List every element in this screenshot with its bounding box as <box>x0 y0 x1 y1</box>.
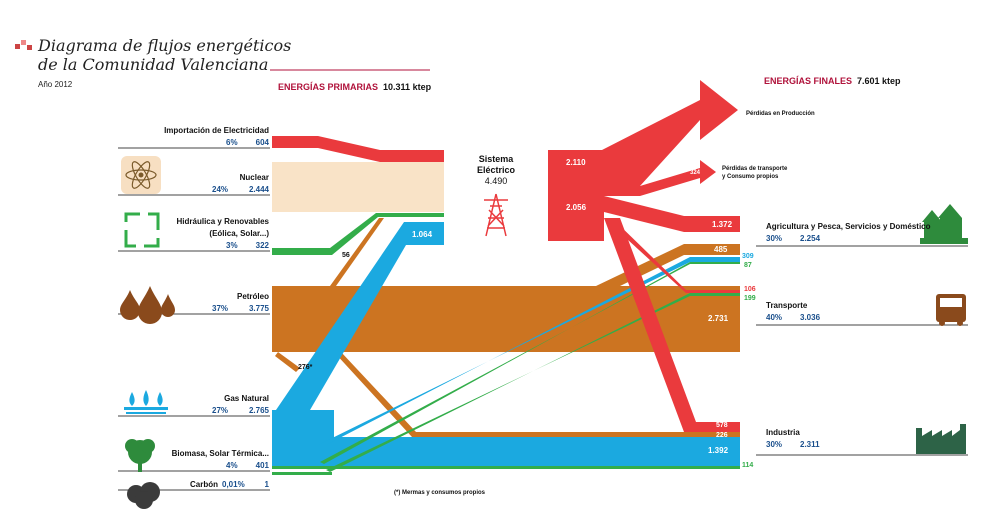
renew-to-electric <box>272 213 444 255</box>
power-tower-icon <box>484 193 508 237</box>
factory-icon <box>916 424 966 454</box>
source-petroleo-value: 3.775 <box>248 304 269 313</box>
tree-icon <box>125 439 155 472</box>
source-importacion-name: Importación de Electricidad <box>164 126 269 135</box>
final-total: 7.601 ktep <box>857 76 901 86</box>
import-to-electric <box>272 136 444 162</box>
oil-mermas <box>275 352 300 372</box>
renew-source-stub <box>272 472 332 475</box>
houses-icon <box>920 204 968 244</box>
flow-label-114: 114 <box>742 462 754 469</box>
nuclear-band <box>272 162 444 212</box>
source-carbon-value: 1 <box>264 480 269 489</box>
losses-production-label: Pérdidas en Producción <box>746 111 815 117</box>
losses-production-arrow <box>560 80 738 186</box>
recycle-icon <box>124 212 160 248</box>
gas-to-industry <box>334 437 740 466</box>
flow-label-1064: 1.064 <box>412 230 433 239</box>
electric-system-name-2: Eléctrico <box>476 165 516 175</box>
source-renovables-name: Hidráulica y Renovables <box>176 217 269 226</box>
source-importacion-value: 604 <box>255 138 269 147</box>
sector-industria-value: 2.311 <box>800 440 820 449</box>
gas-to-agriculture <box>318 257 740 445</box>
flow-label-1392: 1.392 <box>708 446 729 455</box>
source-nuclear-name: Nuclear <box>239 173 269 182</box>
flow-label-87: 87 <box>744 262 752 269</box>
electric-system-value: 4.490 <box>484 176 508 186</box>
electric-system-name-1: Sistema <box>478 154 514 164</box>
source-gas-pct: 27% <box>212 406 229 415</box>
sector-transporte-value: 3.036 <box>800 313 821 322</box>
source-nuclear-pct: 24% <box>212 185 229 194</box>
source-biomasa-pct: 4% <box>226 461 238 470</box>
source-carbon-name: Carbón <box>190 480 218 489</box>
final-header: ENERGÍAS FINALES 7.601 ktep <box>764 76 901 86</box>
gas-flame-icon <box>124 390 168 414</box>
source-renovables-name2: (Eólica, Solar...) <box>209 229 269 238</box>
year-label: Año 2012 <box>38 80 73 89</box>
label-rules <box>118 69 968 491</box>
sector-industria-name: Industria <box>766 428 800 437</box>
coal-icon <box>127 482 160 509</box>
sector-transporte-pct: 40% <box>766 313 783 322</box>
losses-transport-arrow <box>604 160 716 196</box>
source-renovables-value: 322 <box>255 241 269 250</box>
losses-transport-label-1: Pérdidas de transporte <box>722 166 788 172</box>
electric-flows <box>272 80 740 432</box>
electric-to-industry <box>604 218 740 432</box>
flow-label-1372: 1.372 <box>712 220 733 229</box>
flow-label-485: 485 <box>714 245 728 254</box>
flow-label-578: 578 <box>716 422 728 429</box>
source-carbon-pct: 0,01% <box>222 480 245 489</box>
source-importacion-pct: 6% <box>226 138 238 147</box>
gas-source-block <box>272 410 334 466</box>
renew-to-industry <box>272 466 740 469</box>
primary-label: ENERGÍAS PRIMARIAS <box>278 82 379 92</box>
source-nuclear-value: 2.444 <box>248 185 269 194</box>
flow-label-56: 56 <box>342 252 350 259</box>
source-gas-name: Gas Natural <box>224 394 269 403</box>
footnote: (*) Mermas y consumos propios <box>394 490 486 496</box>
source-gas-value: 2.765 <box>248 406 269 415</box>
losses-transport-label-2: y Consumo propios <box>722 174 779 180</box>
gas-to-electric <box>276 222 444 410</box>
renewable-flows <box>272 213 740 475</box>
flow-label-2731: 2.731 <box>708 314 729 323</box>
sector-agricultura-name: Agricultura y Pesca, Servicios y Domésti… <box>766 222 931 231</box>
atom-icon <box>121 156 161 194</box>
flow-label-226: 226 <box>716 432 728 439</box>
flow-label-309: 309 <box>742 253 754 260</box>
source-renovables-pct: 3% <box>226 241 238 250</box>
title-line-1: Diagrama de flujos energéticos <box>38 36 292 55</box>
source-biomasa-value: 401 <box>255 461 269 470</box>
primary-header: ENERGÍAS PRIMARIAS 10.311 ktep <box>278 82 431 92</box>
final-label: ENERGÍAS FINALES <box>764 76 853 86</box>
source-petroleo-pct: 37% <box>212 304 229 313</box>
bus-icon <box>936 294 966 326</box>
oil-drops-icon <box>120 286 175 324</box>
flow-label-276: 276* <box>298 364 313 371</box>
flow-label-199: 199 <box>744 295 756 302</box>
sector-agricultura-pct: 30% <box>766 234 783 243</box>
source-biomasa-name: Biomasa, Solar Térmica... <box>171 449 269 458</box>
oil-to-electric <box>330 218 384 286</box>
sector-transporte-name: Transporte <box>766 301 808 310</box>
flow-label-2110: 2.110 <box>566 158 586 167</box>
title-line-2: de la Comunidad Valenciana <box>38 55 269 74</box>
flow-label-106: 106 <box>744 286 756 293</box>
electric-to-agriculture <box>604 196 740 232</box>
flow-label-324: 324 <box>690 170 701 176</box>
flow-label-2056: 2.056 <box>566 203 587 212</box>
sector-agricultura-value: 2.254 <box>800 234 821 243</box>
sector-industria-pct: 30% <box>766 440 783 449</box>
oil-to-agriculture <box>560 244 740 286</box>
source-petroleo-name: Petróleo <box>236 292 269 301</box>
gas-flows <box>272 222 740 466</box>
primary-total: 10.311 ktep <box>383 82 432 92</box>
title-bullet-icon <box>15 40 32 50</box>
